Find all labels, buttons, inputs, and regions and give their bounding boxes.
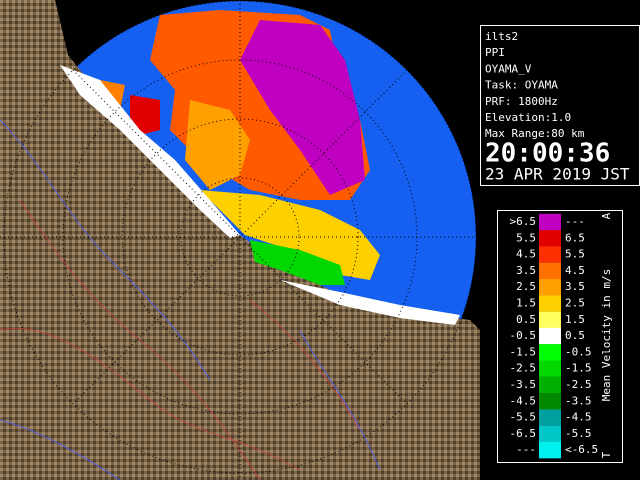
legend-swatch <box>539 393 561 410</box>
legend-right-label: -5.5 <box>565 427 592 440</box>
legend-left-label: 2.5 <box>516 280 536 293</box>
legend-right-label: 5.5 <box>565 248 585 261</box>
time: 20:00:36 <box>485 139 610 169</box>
legend-rows: >6.5 --- 5.5 6.5 4.5 5.5 3.5 4.5 2.5 3.5 1.5 2.5 0.5… <box>510 213 598 459</box>
legend-top-mark: A <box>600 212 613 219</box>
info-text: ilts2 PPI OYAMA_V Task: OYAMA PRF: 1800Hz Ele… <box>485 30 585 140</box>
legend-left-label: 3.5 <box>516 264 536 277</box>
rivers <box>0 199 361 480</box>
legend-left-label: -2.5 <box>510 362 537 375</box>
range-rings <box>0 0 480 480</box>
legend-right-label: -1.5 <box>565 362 592 375</box>
legend-left-label: 4.5 <box>516 248 536 261</box>
legend-title: Mean Velocity in m/s <box>600 269 613 401</box>
legend-swatch <box>539 230 561 247</box>
legend-swatch <box>539 442 561 459</box>
legend-right-label: 6.5 <box>565 231 585 244</box>
legend-left-label: 0.5 <box>516 313 536 326</box>
legend-right-label: -4.5 <box>565 411 592 424</box>
echoes <box>60 10 460 325</box>
legend-right-label: 0.5 <box>565 329 585 342</box>
legend-left-label: 5.5 <box>516 231 536 244</box>
legend-left-label: 1.5 <box>516 297 536 310</box>
legend-left-label: -5.5 <box>510 411 537 424</box>
legend-left-label: -6.5 <box>510 427 537 440</box>
legend-swatch <box>539 262 561 280</box>
legend-right-label: --- <box>565 215 585 228</box>
legend-right-label: <-6.5 <box>565 443 598 456</box>
ppi-view <box>0 0 480 480</box>
date: 23 APR 2019 JST <box>485 165 630 184</box>
legend-swatch <box>539 246 561 263</box>
legend-right-label: 1.5 <box>565 313 585 326</box>
legend-right-label: 4.5 <box>565 264 585 277</box>
legend-left-label: -1.5 <box>510 345 537 358</box>
legend-left-label: -3.5 <box>510 378 537 391</box>
info-line: PRF: 1800Hz <box>485 95 558 108</box>
info-line: Elevation:1.0 <box>485 111 571 124</box>
legend-bottom-mark: T <box>600 451 613 458</box>
legend-right-label: -3.5 <box>565 394 592 407</box>
info-line: Task: OYAMA <box>485 79 558 92</box>
info-line: PPI <box>485 46 505 59</box>
legend-left-label: -4.5 <box>510 394 537 407</box>
legend-swatch <box>539 279 561 296</box>
legend-swatch <box>539 425 561 443</box>
legend-swatch <box>539 344 561 361</box>
info-line: Max Range:80 km <box>485 127 585 140</box>
legend-swatch <box>539 295 561 312</box>
legend-right-label: -0.5 <box>565 345 592 358</box>
legend-left-label: -0.5 <box>510 329 537 342</box>
legend-right-label: 2.5 <box>565 297 585 310</box>
legend-swatch <box>539 311 561 328</box>
legend-swatch <box>539 409 561 426</box>
legend-swatch <box>539 327 561 345</box>
info-line: ilts2 <box>485 30 518 43</box>
legend-left-label: --- <box>516 443 536 456</box>
legend-right-label: 3.5 <box>565 280 585 293</box>
info-line: OYAMA_V <box>485 62 532 75</box>
legend-left-label: >6.5 <box>510 215 537 228</box>
legend-right-label: -2.5 <box>565 378 592 391</box>
streams <box>0 119 381 480</box>
legend-swatch <box>539 213 561 231</box>
legend-swatch <box>539 376 561 394</box>
legend-swatch <box>539 360 561 377</box>
